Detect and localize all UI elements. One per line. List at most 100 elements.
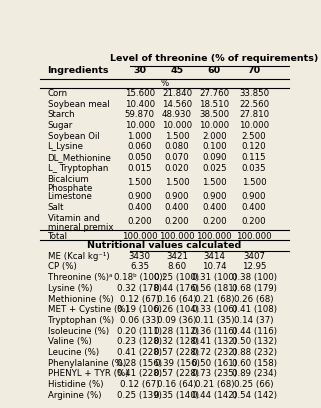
Text: 0.44 (142): 0.44 (142) (192, 391, 237, 400)
Text: 0.115: 0.115 (242, 153, 266, 162)
Text: 0.070: 0.070 (165, 153, 189, 162)
Text: L_Lysine: L_Lysine (48, 142, 83, 151)
Text: 0.025: 0.025 (202, 164, 227, 173)
Text: 3430: 3430 (129, 252, 151, 261)
Text: 0.25 (66): 0.25 (66) (234, 380, 274, 389)
Text: 0.72 (232): 0.72 (232) (192, 348, 237, 357)
Text: 100.000: 100.000 (236, 232, 272, 241)
Text: 21.840: 21.840 (162, 89, 192, 98)
Text: 48.930: 48.930 (162, 111, 192, 120)
Text: 10.000: 10.000 (239, 121, 269, 130)
Text: DL_Methionine: DL_Methionine (48, 153, 111, 162)
Text: 0.100: 0.100 (202, 142, 227, 151)
Text: 0.73 (235): 0.73 (235) (192, 369, 237, 378)
Text: 100.000: 100.000 (122, 232, 157, 241)
Text: Isoleucine (%): Isoleucine (%) (48, 326, 109, 335)
Text: 0.120: 0.120 (242, 142, 266, 151)
Text: 14.560: 14.560 (162, 100, 192, 109)
Text: 3414: 3414 (203, 252, 225, 261)
Text: 0.18ᵇ (100)ᶜ: 0.18ᵇ (100)ᶜ (114, 273, 166, 282)
Text: 0.200: 0.200 (202, 217, 227, 226)
Text: 1.500: 1.500 (202, 178, 227, 187)
Text: PHENYL + TYR (%): PHENYL + TYR (%) (48, 369, 128, 378)
Text: 3407: 3407 (243, 252, 265, 261)
Text: 0.26 (68): 0.26 (68) (234, 295, 274, 304)
Text: Sugar: Sugar (48, 121, 73, 130)
Text: 27.810: 27.810 (239, 111, 269, 120)
Text: 0.400: 0.400 (127, 203, 152, 212)
Text: 0.900: 0.900 (242, 192, 266, 201)
Text: 45: 45 (170, 66, 184, 75)
Text: 0.60 (158): 0.60 (158) (231, 359, 277, 368)
Text: 0.14 (37): 0.14 (37) (234, 316, 274, 325)
Text: 0.19 (106): 0.19 (106) (117, 305, 162, 314)
Text: 100.000: 100.000 (159, 232, 195, 241)
Text: 0.25 (139): 0.25 (139) (117, 391, 162, 400)
Text: 0.88 (232): 0.88 (232) (231, 348, 277, 357)
Text: 0.41 (132): 0.41 (132) (192, 337, 237, 346)
Text: 0.39 (156): 0.39 (156) (154, 359, 199, 368)
Text: mineral premix: mineral premix (48, 223, 113, 232)
Text: 33.850: 33.850 (239, 89, 269, 98)
Text: 0.200: 0.200 (242, 217, 266, 226)
Text: 0.900: 0.900 (202, 192, 227, 201)
Text: 3421: 3421 (166, 252, 188, 261)
Text: 0.06 (33): 0.06 (33) (120, 316, 160, 325)
Text: 10.74: 10.74 (202, 262, 227, 271)
Text: Ingredients: Ingredients (48, 66, 109, 75)
Text: 0.35 (140): 0.35 (140) (154, 391, 199, 400)
Text: Vitamin and: Vitamin and (48, 213, 100, 223)
Text: 0.015: 0.015 (127, 164, 152, 173)
Text: 0.080: 0.080 (165, 142, 189, 151)
Text: 1.500: 1.500 (127, 178, 152, 187)
Text: 0.50 (161): 0.50 (161) (192, 359, 237, 368)
Text: 10.000: 10.000 (125, 121, 155, 130)
Text: 0.36 (116): 0.36 (116) (192, 326, 237, 335)
Text: CP (%): CP (%) (48, 262, 76, 271)
Text: Threonine (%)ᵃ: Threonine (%)ᵃ (48, 273, 112, 282)
Text: 0.28 (156): 0.28 (156) (117, 359, 162, 368)
Text: Phenylalanine (%): Phenylalanine (%) (48, 359, 126, 368)
Text: 10.000: 10.000 (199, 121, 229, 130)
Text: Valine (%): Valine (%) (48, 337, 91, 346)
Text: 0.400: 0.400 (242, 203, 266, 212)
Text: 0.16 (64): 0.16 (64) (157, 380, 197, 389)
Text: 18.510: 18.510 (199, 100, 229, 109)
Text: 0.56 (181): 0.56 (181) (192, 284, 237, 293)
Text: Arginine (%): Arginine (%) (48, 391, 101, 400)
Text: %: % (160, 80, 169, 89)
Text: 0.21 (68): 0.21 (68) (195, 295, 234, 304)
Text: Phosphate: Phosphate (48, 184, 93, 193)
Text: 0.25 (100): 0.25 (100) (154, 273, 199, 282)
Text: 0.060: 0.060 (127, 142, 152, 151)
Text: 60: 60 (208, 66, 221, 75)
Text: Soybean meal: Soybean meal (48, 100, 109, 109)
Text: Salt: Salt (48, 203, 64, 212)
Text: 0.900: 0.900 (127, 192, 152, 201)
Text: Limestone: Limestone (48, 192, 92, 201)
Text: 1.500: 1.500 (165, 132, 189, 141)
Text: 0.44 (116): 0.44 (116) (231, 326, 277, 335)
Text: 0.09 (36): 0.09 (36) (157, 316, 197, 325)
Text: 12.95: 12.95 (242, 262, 266, 271)
Text: Leucine (%): Leucine (%) (48, 348, 99, 357)
Text: 0.32 (178): 0.32 (178) (117, 284, 162, 293)
Text: 70: 70 (247, 66, 261, 75)
Text: 0.200: 0.200 (127, 217, 152, 226)
Text: L_ Tryptophan: L_ Tryptophan (48, 164, 108, 173)
Text: 0.33 (106): 0.33 (106) (192, 305, 237, 314)
Text: 0.21 (68): 0.21 (68) (195, 380, 234, 389)
Text: 0.68 (179): 0.68 (179) (232, 284, 276, 293)
Text: 22.560: 22.560 (239, 100, 269, 109)
Text: Methionine (%): Methionine (%) (48, 295, 113, 304)
Text: 0.020: 0.020 (165, 164, 189, 173)
Text: 1.500: 1.500 (165, 178, 189, 187)
Text: 0.41 (228): 0.41 (228) (117, 369, 162, 378)
Text: 0.44 (176): 0.44 (176) (154, 284, 199, 293)
Text: 0.090: 0.090 (202, 153, 227, 162)
Text: 0.54 (142): 0.54 (142) (231, 391, 277, 400)
Text: Starch: Starch (48, 111, 75, 120)
Text: 0.200: 0.200 (165, 217, 189, 226)
Text: 38.500: 38.500 (199, 111, 229, 120)
Text: 0.400: 0.400 (165, 203, 189, 212)
